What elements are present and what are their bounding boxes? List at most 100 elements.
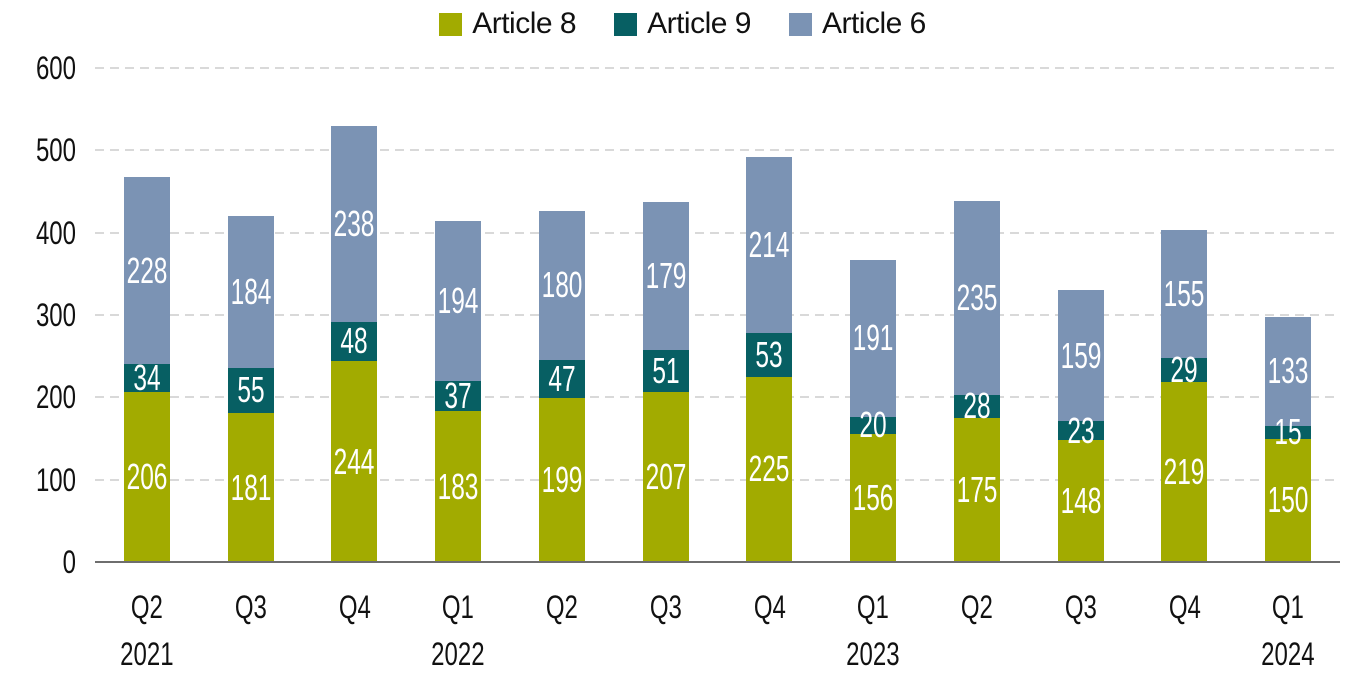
bar-value-label: 207 xyxy=(645,455,687,497)
bar-segment-article-6: 238 xyxy=(331,125,378,322)
x-tick-year xyxy=(212,637,290,671)
bar-value-label: 199 xyxy=(541,459,583,501)
gridlines xyxy=(95,67,1340,563)
x-tick-quarter: Q2 xyxy=(960,589,993,625)
bar-segment-article-8: 156 xyxy=(850,433,897,562)
x-tick-quarter: Q4 xyxy=(1168,589,1201,625)
bar-segment-article-6: 133 xyxy=(1265,316,1312,427)
bar-value-label: 219 xyxy=(1163,450,1205,492)
x-tick: Q3 xyxy=(1029,564,1133,671)
x-tick-year: 2022 xyxy=(431,636,485,672)
x-tick: Q2 2021 xyxy=(95,564,199,671)
x-tick-quarter: Q1 xyxy=(442,589,475,625)
bar-value-label: 228 xyxy=(126,249,168,291)
x-tick: Q3 xyxy=(614,564,718,671)
bar-value-label: 48 xyxy=(340,320,368,362)
gridline xyxy=(95,232,1340,234)
bar-value-label: 55 xyxy=(237,369,265,411)
stacked-bar: 206 34 228 xyxy=(123,176,170,562)
bar-slot: 148 23 159 xyxy=(1029,68,1133,562)
legend-swatch-article-6 xyxy=(788,12,812,36)
bar-value-label: 150 xyxy=(1267,479,1309,521)
bar-segment-article-9: 55 xyxy=(227,367,274,413)
bar-value-label: 47 xyxy=(548,357,576,399)
bar-value-label: 194 xyxy=(437,279,479,321)
bar-segment-article-6: 179 xyxy=(642,202,689,350)
plot-area: 206 34 228 181 55 184 244 48 238 183 37 194 199 47 180… xyxy=(95,67,1340,563)
gridline xyxy=(95,67,1340,69)
bar-segment-article-9: 23 xyxy=(1057,410,1104,451)
gridline xyxy=(95,149,1340,151)
stacked-bar: 244 48 238 xyxy=(331,125,378,562)
bar-segment-article-9: 34 xyxy=(123,357,170,398)
x-tick-year: 2024 xyxy=(1261,636,1315,672)
legend-label: Article 6 xyxy=(821,7,926,40)
stacked-bar: 150 15 133 xyxy=(1265,316,1312,562)
bar-value-label: 34 xyxy=(133,357,161,399)
bar-value-label: 37 xyxy=(444,375,472,417)
bar-segment-article-8: 148 xyxy=(1057,440,1104,562)
bar-slot: 183 37 194 xyxy=(406,68,510,562)
bar-segment-article-6: 159 xyxy=(1057,290,1104,422)
stacked-bar: 148 23 159 xyxy=(1057,290,1104,562)
bar-segment-article-8: 225 xyxy=(746,376,793,562)
legend-item-article-6: Article 6 xyxy=(788,7,926,40)
bar-segment-article-9: 37 xyxy=(435,375,482,416)
bar-segment-article-9: 48 xyxy=(331,320,378,362)
x-tick: Q3 xyxy=(199,564,303,671)
bar-value-label: 225 xyxy=(748,448,790,490)
stacked-bar: 199 47 180 xyxy=(538,211,585,562)
x-tick-year: 2023 xyxy=(846,636,900,672)
x-tick: Q1 2024 xyxy=(1236,564,1340,671)
x-tick: Q4 xyxy=(303,564,407,671)
legend-item-article-8: Article 8 xyxy=(439,9,577,39)
legend-item-article-9: Article 9 xyxy=(614,9,751,39)
bar-value-label: 28 xyxy=(963,385,991,427)
stacked-bar: 181 55 184 xyxy=(227,216,274,562)
bar-segment-article-6: 191 xyxy=(850,259,897,418)
x-tick-year: 2021 xyxy=(120,636,174,672)
bar-segment-article-8: 175 xyxy=(953,417,1000,562)
x-tick: Q1 2022 xyxy=(406,564,510,671)
bar-segment-article-9: 51 xyxy=(642,349,689,392)
bar-segment-article-8: 244 xyxy=(331,361,378,562)
bar-value-label: 155 xyxy=(1163,273,1205,315)
bar-value-label: 156 xyxy=(852,476,894,518)
bar-slot: 219 29 155 xyxy=(1133,68,1237,562)
bar-segment-article-6: 184 xyxy=(227,216,274,368)
bar-value-label: 148 xyxy=(1060,480,1102,522)
bar-segment-article-8: 207 xyxy=(642,391,689,562)
bar-value-label: 23 xyxy=(1067,409,1095,451)
bar-segment-article-9: 28 xyxy=(953,385,1000,426)
stacked-bar: 156 20 191 xyxy=(850,259,897,562)
bar-segment-article-8: 219 xyxy=(1161,381,1208,562)
gridline xyxy=(95,396,1340,398)
bar-slot: 175 28 235 xyxy=(925,68,1029,562)
bar-value-label: 29 xyxy=(1170,348,1198,390)
stacked-bar: 183 37 194 xyxy=(435,221,482,562)
bar-segment-article-6: 235 xyxy=(953,201,1000,395)
bar-value-label: 206 xyxy=(126,456,168,498)
bar-value-label: 191 xyxy=(852,317,894,359)
legend: Article 8 Article 9 Article 6 xyxy=(0,9,1365,39)
bar-value-label: 51 xyxy=(652,349,680,391)
bar-segment-article-8: 150 xyxy=(1265,438,1312,562)
y-tick-label: 200 xyxy=(35,379,76,415)
bar-value-label: 159 xyxy=(1060,334,1102,376)
bar-value-label: 183 xyxy=(437,465,479,507)
bar-value-label: 175 xyxy=(956,468,998,510)
y-tick-label: 0 xyxy=(62,544,76,580)
x-axis-line xyxy=(95,561,1340,563)
y-axis-labels: 600 500 400 300 200 100 0 xyxy=(0,51,76,579)
x-tick-quarter: Q3 xyxy=(649,589,682,625)
x-axis-labels: Q2 2021 Q3 Q4 Q1 2022 Q2 Q3 Q4 Q1 2023 Q2 Q3 Q4 Q1 2024 xyxy=(95,564,1340,671)
stacked-bar: 225 53 214 xyxy=(746,156,793,562)
stacked-bar: 175 28 235 xyxy=(953,201,1000,562)
legend-swatch-article-8 xyxy=(439,12,463,36)
bar-segment-article-6: 155 xyxy=(1161,230,1208,358)
bar-slot: 225 53 214 xyxy=(718,68,822,562)
x-tick-year xyxy=(627,637,705,671)
y-tick-label: 100 xyxy=(35,462,76,498)
x-tick: Q4 xyxy=(1133,564,1237,671)
gridline xyxy=(95,479,1340,481)
